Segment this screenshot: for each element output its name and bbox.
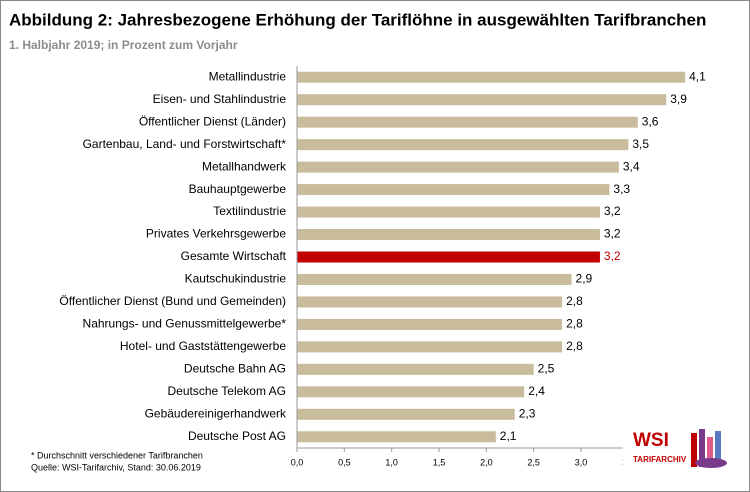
- category-label: Gartenbau, Land- und Forstwirtschaft*: [83, 137, 287, 151]
- value-label: 3,4: [623, 159, 640, 173]
- bar: [297, 273, 572, 285]
- chart-title: Abbildung 2: Jahresbezogene Erhöhung der…: [9, 10, 706, 29]
- plot-area: Metallindustrie 4,1 Eisen- und Stahlindust…: [59, 66, 729, 467]
- bar: [297, 94, 667, 106]
- bar: [297, 161, 619, 173]
- category-label: Deutsche Bahn AG: [184, 362, 286, 376]
- x-tick-label: 2,0: [480, 457, 493, 467]
- value-label: 3,5: [632, 137, 649, 151]
- value-label: 3,3: [613, 182, 630, 196]
- bar: [297, 341, 563, 353]
- footnote: Quelle: WSI-Tarifarchiv, Stand: 30.06.20…: [31, 462, 201, 472]
- value-label: 2,8: [566, 317, 583, 331]
- bar: [297, 184, 610, 196]
- value-label: 4,1: [689, 69, 706, 83]
- bar: [297, 363, 534, 375]
- chart-subtitle: 1. Halbjahr 2019; in Prozent zum Vorjahr: [9, 38, 238, 52]
- value-label: 2,8: [566, 294, 583, 308]
- bar: [297, 408, 515, 420]
- category-label: Nahrungs- und Genussmittelgewerbe*: [83, 317, 287, 331]
- category-label: Bauhauptgewerbe: [189, 182, 287, 196]
- category-label: Öffentlicher Dienst (Länder): [139, 114, 286, 128]
- logo-icon: [715, 431, 721, 467]
- category-label: Privates Verkehrsgewerbe: [146, 227, 286, 241]
- category-label: Gebäudereinigerhandwerk: [145, 406, 287, 420]
- logo-subtitle: TARIFARCHIV: [633, 455, 687, 464]
- bar: [297, 296, 563, 308]
- category-label: Deutsche Telekom AG: [167, 384, 286, 398]
- bar: [297, 71, 686, 83]
- x-tick-label: 3,0: [575, 457, 588, 467]
- category-label: Deutsche Post AG: [188, 429, 286, 443]
- bar: [297, 116, 638, 128]
- value-label: 2,5: [538, 362, 555, 376]
- bar: [297, 386, 525, 398]
- logo-title: WSI: [633, 430, 669, 451]
- category-label: Metallhandwerk: [202, 159, 287, 173]
- logo-icon: [695, 458, 727, 468]
- logo-icon: [699, 429, 705, 467]
- value-label: 3,9: [670, 92, 687, 106]
- x-tick-label: 0,5: [338, 457, 351, 467]
- value-label: 2,1: [500, 429, 517, 443]
- bar: [297, 206, 600, 218]
- category-label: Öffentlicher Dienst (Bund und Gemeinden): [59, 294, 286, 308]
- value-label: 2,3: [519, 406, 536, 420]
- category-label: Eisen- und Stahlindustrie: [153, 92, 287, 106]
- value-label: 2,9: [576, 272, 593, 286]
- bar: [297, 139, 629, 151]
- bar: [297, 229, 600, 241]
- bar: [297, 318, 563, 330]
- logo: WSI TARIFARCHIV: [623, 419, 735, 477]
- category-label: Kautschukindustrie: [185, 272, 287, 286]
- category-label: Gesamte Wirtschaft: [181, 249, 287, 263]
- x-tick-label: 2,5: [527, 457, 540, 467]
- x-tick-label: 1,0: [385, 457, 398, 467]
- bar: [297, 251, 600, 263]
- footnote: * Durchschnitt verschiedener Tarifbranch…: [31, 450, 203, 460]
- logo-icon: [707, 437, 713, 467]
- category-label: Hotel- und Gaststättengewerbe: [120, 339, 286, 353]
- category-label: Textilindustrie: [213, 204, 286, 218]
- value-label: 2,8: [566, 339, 583, 353]
- logo-icon: [691, 433, 697, 467]
- bar: [297, 431, 496, 443]
- value-label: 3,6: [642, 114, 659, 128]
- value-label: 3,2: [604, 204, 621, 218]
- value-label: 2,4: [528, 384, 545, 398]
- x-tick-label: 1,5: [433, 457, 446, 467]
- value-label: 3,2: [604, 227, 621, 241]
- value-label: 3,2: [604, 249, 621, 263]
- category-label: Metallindustrie: [209, 69, 287, 83]
- x-tick-label: 0,0: [291, 457, 304, 467]
